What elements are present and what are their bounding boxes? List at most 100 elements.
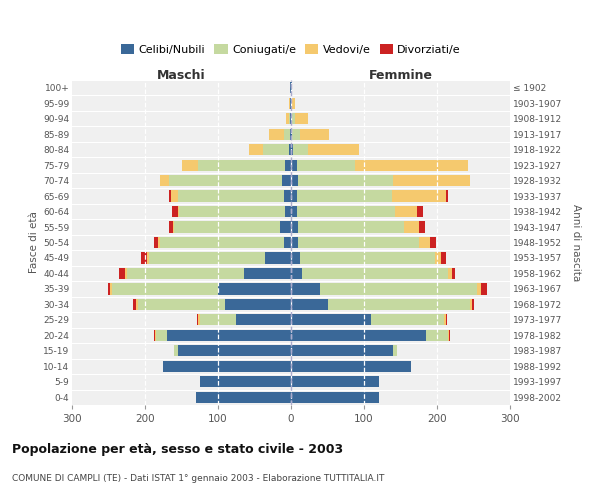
Bar: [174, 346, 291, 356]
Bar: [196, 392, 291, 403]
Bar: [182, 160, 291, 170]
Bar: [265, 252, 291, 264]
Bar: [200, 376, 291, 388]
Bar: [291, 376, 379, 388]
Bar: [291, 98, 295, 109]
Bar: [291, 346, 397, 356]
Bar: [196, 392, 291, 403]
Bar: [163, 360, 291, 372]
Bar: [160, 237, 291, 248]
Bar: [291, 346, 397, 356]
Bar: [154, 237, 291, 248]
Bar: [291, 268, 302, 279]
Bar: [291, 144, 359, 155]
Bar: [289, 98, 291, 109]
Bar: [155, 330, 291, 341]
Bar: [284, 128, 291, 140]
Bar: [291, 82, 292, 94]
Bar: [291, 82, 292, 94]
Bar: [269, 128, 291, 140]
Bar: [291, 330, 450, 341]
Bar: [200, 376, 291, 388]
Bar: [108, 284, 291, 294]
Bar: [291, 98, 295, 109]
Bar: [291, 190, 392, 202]
Bar: [291, 98, 292, 109]
Bar: [291, 360, 412, 372]
Bar: [291, 175, 470, 186]
Bar: [291, 299, 328, 310]
Bar: [147, 252, 291, 264]
Bar: [291, 113, 295, 124]
Bar: [138, 299, 291, 310]
Bar: [244, 268, 291, 279]
Legend: Celibi/Nubili, Coniugati/e, Vedovi/e, Divorziati/e: Celibi/Nubili, Coniugati/e, Vedovi/e, Di…: [116, 40, 466, 60]
Bar: [291, 376, 379, 388]
Bar: [291, 252, 435, 264]
Bar: [291, 299, 470, 310]
Bar: [286, 113, 291, 124]
Bar: [291, 206, 423, 217]
Bar: [196, 392, 291, 403]
Text: Maschi: Maschi: [157, 68, 206, 82]
Bar: [284, 190, 291, 202]
Bar: [291, 128, 329, 140]
Bar: [290, 82, 291, 94]
Bar: [248, 144, 291, 155]
Bar: [291, 252, 300, 264]
Bar: [200, 314, 291, 326]
Bar: [290, 128, 291, 140]
Bar: [200, 376, 291, 388]
Bar: [119, 268, 291, 279]
Bar: [291, 144, 293, 155]
Bar: [291, 206, 395, 217]
Bar: [289, 98, 291, 109]
Bar: [291, 237, 419, 248]
Bar: [178, 346, 291, 356]
Bar: [290, 113, 291, 124]
Bar: [198, 314, 291, 326]
Bar: [291, 360, 412, 372]
Bar: [291, 268, 448, 279]
Bar: [291, 160, 469, 170]
Bar: [289, 144, 291, 155]
Y-axis label: Anni di nascita: Anni di nascita: [571, 204, 581, 281]
Bar: [291, 128, 300, 140]
Bar: [291, 376, 379, 388]
Bar: [289, 113, 291, 124]
Bar: [280, 222, 291, 232]
Bar: [291, 206, 297, 217]
Text: Femmine: Femmine: [368, 68, 433, 82]
Bar: [291, 222, 419, 232]
Bar: [160, 175, 291, 186]
Bar: [200, 376, 291, 388]
Bar: [291, 222, 298, 232]
Bar: [174, 222, 291, 232]
Bar: [290, 98, 291, 109]
Bar: [291, 175, 393, 186]
Bar: [291, 299, 474, 310]
Bar: [286, 113, 291, 124]
Bar: [284, 237, 291, 248]
Y-axis label: Fasce di età: Fasce di età: [29, 212, 39, 274]
Bar: [291, 284, 477, 294]
Bar: [291, 392, 379, 403]
Bar: [291, 160, 355, 170]
Bar: [290, 98, 291, 109]
Bar: [291, 268, 455, 279]
Bar: [291, 190, 297, 202]
Bar: [179, 206, 291, 217]
Bar: [291, 392, 379, 403]
Bar: [291, 360, 412, 372]
Bar: [169, 222, 291, 232]
Bar: [291, 314, 446, 326]
Bar: [167, 330, 291, 341]
Bar: [291, 376, 379, 388]
Bar: [156, 330, 291, 341]
Bar: [142, 252, 291, 264]
Bar: [291, 314, 444, 326]
Text: COMUNE DI CAMPLI (TE) - Dati ISTAT 1° gennaio 2003 - Elaborazione TUTTITALIA.IT: COMUNE DI CAMPLI (TE) - Dati ISTAT 1° ge…: [12, 474, 385, 483]
Bar: [291, 330, 426, 341]
Bar: [196, 392, 291, 403]
Bar: [291, 284, 320, 294]
